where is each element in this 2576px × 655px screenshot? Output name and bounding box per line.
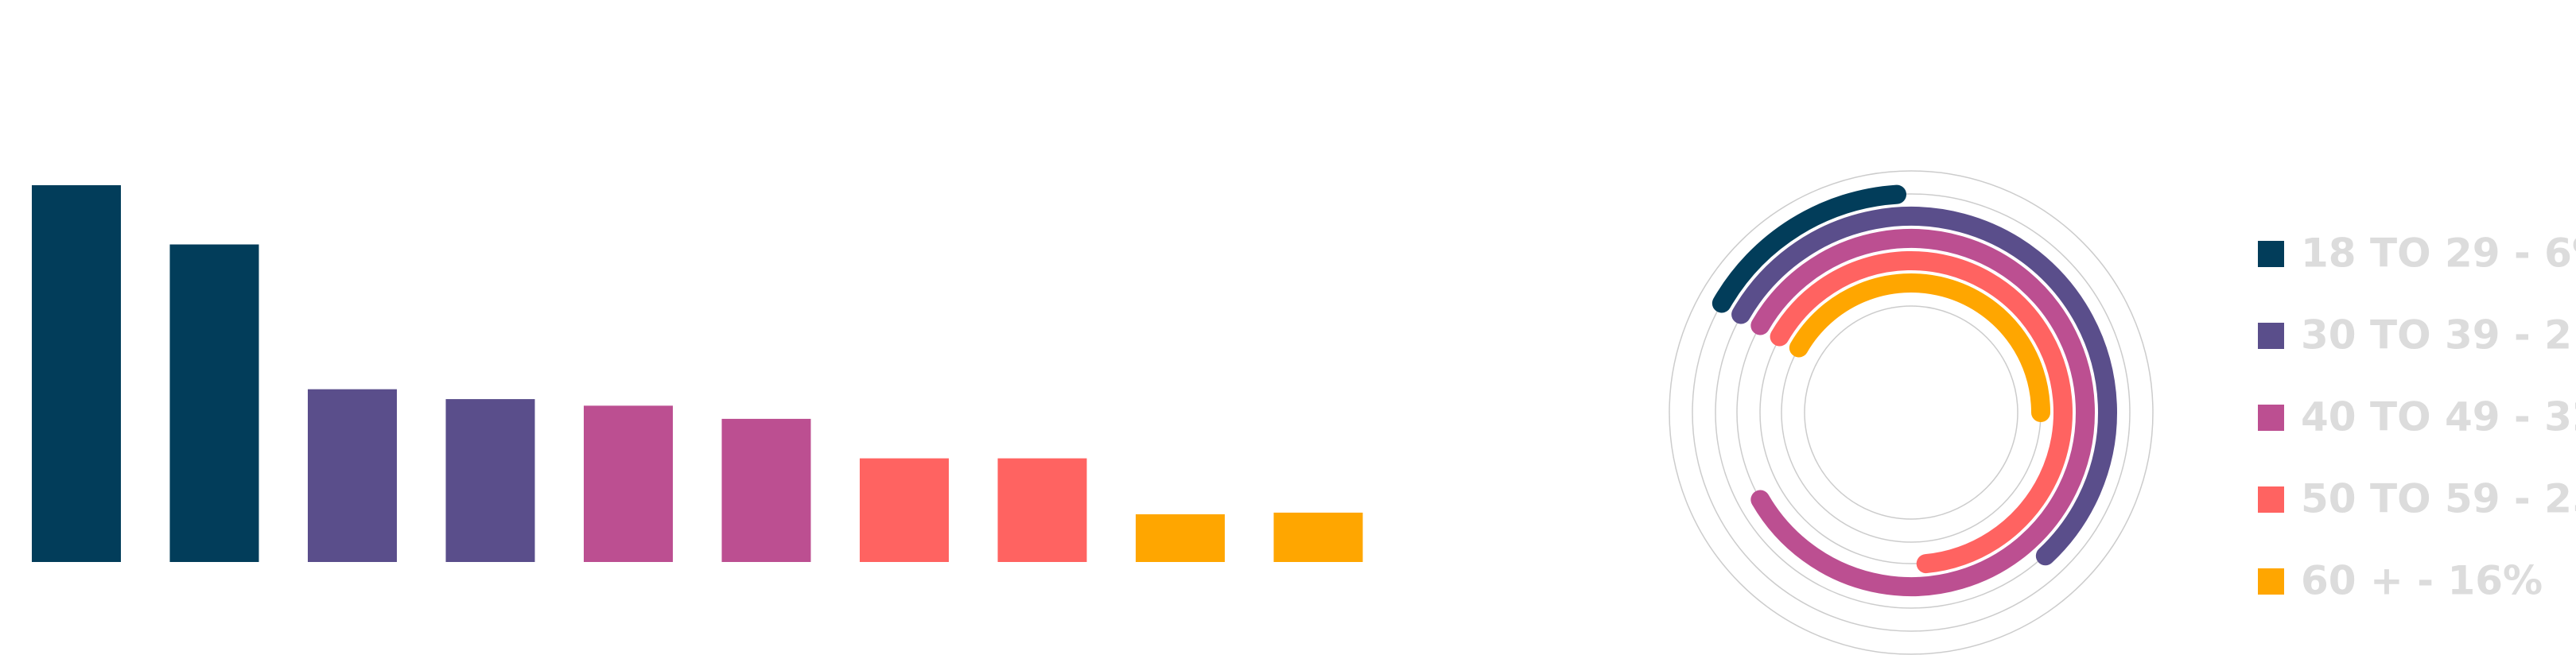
- radial-bar: [1731, 207, 2117, 566]
- bar: [308, 389, 397, 562]
- legend-swatch: [2258, 241, 2284, 267]
- legend-label: 30 TO 39 - 21%: [2301, 312, 2576, 359]
- radial-bar: [1750, 229, 2095, 596]
- bar: [997, 458, 1087, 562]
- legend-swatch: [2258, 568, 2284, 595]
- bar: [169, 244, 259, 562]
- bar: [1273, 512, 1363, 562]
- ring-guide: [1669, 170, 2154, 655]
- legend-swatch: [2258, 405, 2284, 431]
- legend-label: 40 TO 49 - 32%: [2301, 394, 2576, 440]
- bar: [721, 418, 811, 562]
- ring-guide: [1692, 193, 2131, 632]
- legend-label: 18 TO 29 - 6%: [2301, 231, 2576, 277]
- legend-swatch: [2258, 323, 2284, 349]
- radial-bar: [1789, 273, 2050, 422]
- legend-label: 50 TO 59 - 25%: [2301, 476, 2576, 522]
- radial-bar: [1770, 251, 2073, 574]
- bar: [860, 458, 949, 562]
- bar: [1136, 514, 1225, 562]
- bar: [32, 185, 121, 562]
- legend-label: 60 + - 16%: [2301, 558, 2543, 604]
- legend-swatch: [2258, 486, 2284, 513]
- bar: [445, 399, 535, 562]
- ring-guide: [1804, 305, 2018, 520]
- radial-bar: [1712, 184, 1907, 313]
- bar: [584, 405, 673, 562]
